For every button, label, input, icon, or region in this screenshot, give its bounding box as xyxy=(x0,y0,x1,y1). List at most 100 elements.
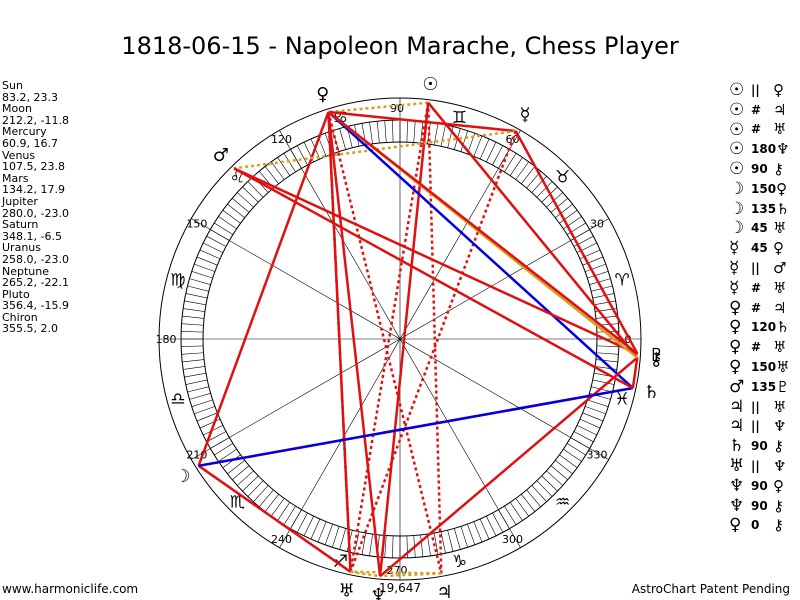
degree-tick xyxy=(339,128,346,150)
aspect-line xyxy=(327,111,382,577)
degree-tick xyxy=(187,285,209,292)
aspect-planet-b-glyph: ♄ xyxy=(776,318,790,337)
aspect-planet-b-glyph: ♃ xyxy=(773,298,787,317)
aspect-line xyxy=(233,167,639,356)
degree-tick xyxy=(486,515,497,536)
degree-tick xyxy=(296,512,308,533)
degree-tick xyxy=(427,534,431,556)
planet-name-jupiter: Jupiter xyxy=(2,194,38,208)
degree-tick xyxy=(536,480,553,497)
aspect-row: ♀ 120 ♄ xyxy=(729,317,790,338)
aspect-planet-a-glyph: ♅ xyxy=(729,456,745,477)
degree-tick xyxy=(317,521,327,543)
aspect-row: ♀ # ♅ xyxy=(729,337,790,357)
planet-name-pluto: Pluto xyxy=(2,287,30,301)
planet-glyph: ♀ xyxy=(316,84,329,105)
planet-glyph: ♅ xyxy=(338,580,354,600)
planet-name-mercury: Mercury xyxy=(2,125,47,139)
aspect-planet-b-glyph: ⚷ xyxy=(773,496,784,515)
planet-name-saturn: Saturn xyxy=(2,218,39,232)
degree-label: 240 xyxy=(271,533,292,546)
center-value: 19,647 xyxy=(379,581,421,595)
zodiac-sign-glyph: ♎ xyxy=(170,390,185,410)
degree-tick xyxy=(592,293,615,299)
aspect-row: ☿ # ♅ xyxy=(729,278,790,298)
planet-position-list: Sun 83.2, 23.3 Moon 212.2, -11.8 Mercury 60.9… xyxy=(2,80,69,335)
degree-tick xyxy=(181,331,204,333)
degree-tick xyxy=(521,494,536,512)
aspect-planet-b-glyph: ♅ xyxy=(773,278,787,297)
aspect-line xyxy=(380,572,442,578)
aspect-planet-b-glyph: ♆ xyxy=(773,417,787,436)
degree-tick xyxy=(181,323,204,326)
degree-tick xyxy=(277,157,291,176)
aspect-planet-a-glyph: ♃ xyxy=(729,416,745,437)
degree-tick xyxy=(504,153,517,173)
degree-tick xyxy=(203,242,224,253)
aspect-planet-a-glyph: ☉ xyxy=(729,79,745,100)
planet-glyph: ☉ xyxy=(422,74,438,95)
degree-tick xyxy=(509,157,523,176)
degree-tick xyxy=(332,526,340,548)
aspect-line xyxy=(427,101,639,359)
aspect-planet-a-glyph: ♆ xyxy=(729,475,745,496)
degree-tick xyxy=(183,366,205,370)
aspect-line xyxy=(349,102,430,573)
aspect-row: ☉ 90 ⚷ xyxy=(729,159,790,179)
degree-tick xyxy=(440,124,446,147)
aspect-planet-a-glyph: ☉ xyxy=(729,99,745,120)
degree-tick xyxy=(460,130,468,152)
degree-tick xyxy=(486,142,497,163)
aspect-planet-a-glyph: ☽ xyxy=(729,218,745,239)
degree-tick xyxy=(559,454,578,468)
aspect-type: 45 xyxy=(751,221,768,236)
planet-values-sun: 83.2, 23.3 xyxy=(2,90,58,104)
aspect-planet-b-glyph: ♅ xyxy=(773,219,787,238)
aspect-planet-b-glyph: ♀ xyxy=(773,80,784,99)
degree-tick xyxy=(247,181,264,198)
aspect-line xyxy=(328,101,429,114)
aspect-type: 120 xyxy=(751,320,777,335)
aspect-type: 90 xyxy=(751,498,768,513)
degree-tick xyxy=(563,216,582,230)
degree-tick xyxy=(504,505,517,525)
planet-values-pluto: 356.4, -15.9 xyxy=(2,299,69,313)
degree-tick xyxy=(384,535,387,558)
degree-tick xyxy=(473,521,483,543)
planet-name-sun: Sun xyxy=(2,79,23,92)
aspect-planet-a-glyph: ☿ xyxy=(729,277,740,298)
degree-tick xyxy=(187,386,209,393)
degree-tick xyxy=(454,528,461,550)
degree-tick xyxy=(467,524,476,545)
degree-tick xyxy=(531,176,547,193)
planet-glyph: ☽ xyxy=(174,466,190,487)
degree-tick xyxy=(218,448,237,462)
degree-tick xyxy=(515,161,529,180)
zodiac-sign-glyph: ♈ xyxy=(615,270,630,290)
aspect-planet-a-glyph: ♀ xyxy=(729,357,742,378)
aspect-planet-b-glyph: ⚷ xyxy=(773,437,784,456)
aspect-row: ♂ 135 ♇ xyxy=(729,377,790,397)
degree-tick xyxy=(550,465,568,481)
aspect-planet-b-glyph: ♀ xyxy=(773,476,784,495)
aspect-type: 150 xyxy=(751,360,777,375)
chart-title: 1818-06-15 - Napoleon Marache, Chess Pla… xyxy=(121,32,679,60)
degree-tick xyxy=(196,412,218,422)
planet-values-chiron: 355.5, 2.0 xyxy=(2,322,58,336)
planet-name-uranus: Uranus xyxy=(2,241,41,255)
aspect-planet-a-glyph: ♀ xyxy=(729,317,742,338)
degree-tick xyxy=(185,293,208,299)
aspect-type: 135 xyxy=(751,201,777,216)
degree-tick xyxy=(324,524,333,545)
degree-tick xyxy=(492,145,504,166)
aspect-line xyxy=(197,111,330,467)
aspect-line xyxy=(327,111,352,572)
aspect-line xyxy=(197,464,352,573)
aspect-line xyxy=(514,130,639,355)
aspect-planet-a-glyph: ♃ xyxy=(729,396,745,417)
degree-tick xyxy=(515,498,529,517)
aspect-planet-b-glyph: ♆ xyxy=(776,140,790,159)
degree-tick xyxy=(406,120,408,143)
aspect-planet-b-glyph: ♅ xyxy=(776,358,790,377)
aspect-type: # xyxy=(751,280,762,295)
